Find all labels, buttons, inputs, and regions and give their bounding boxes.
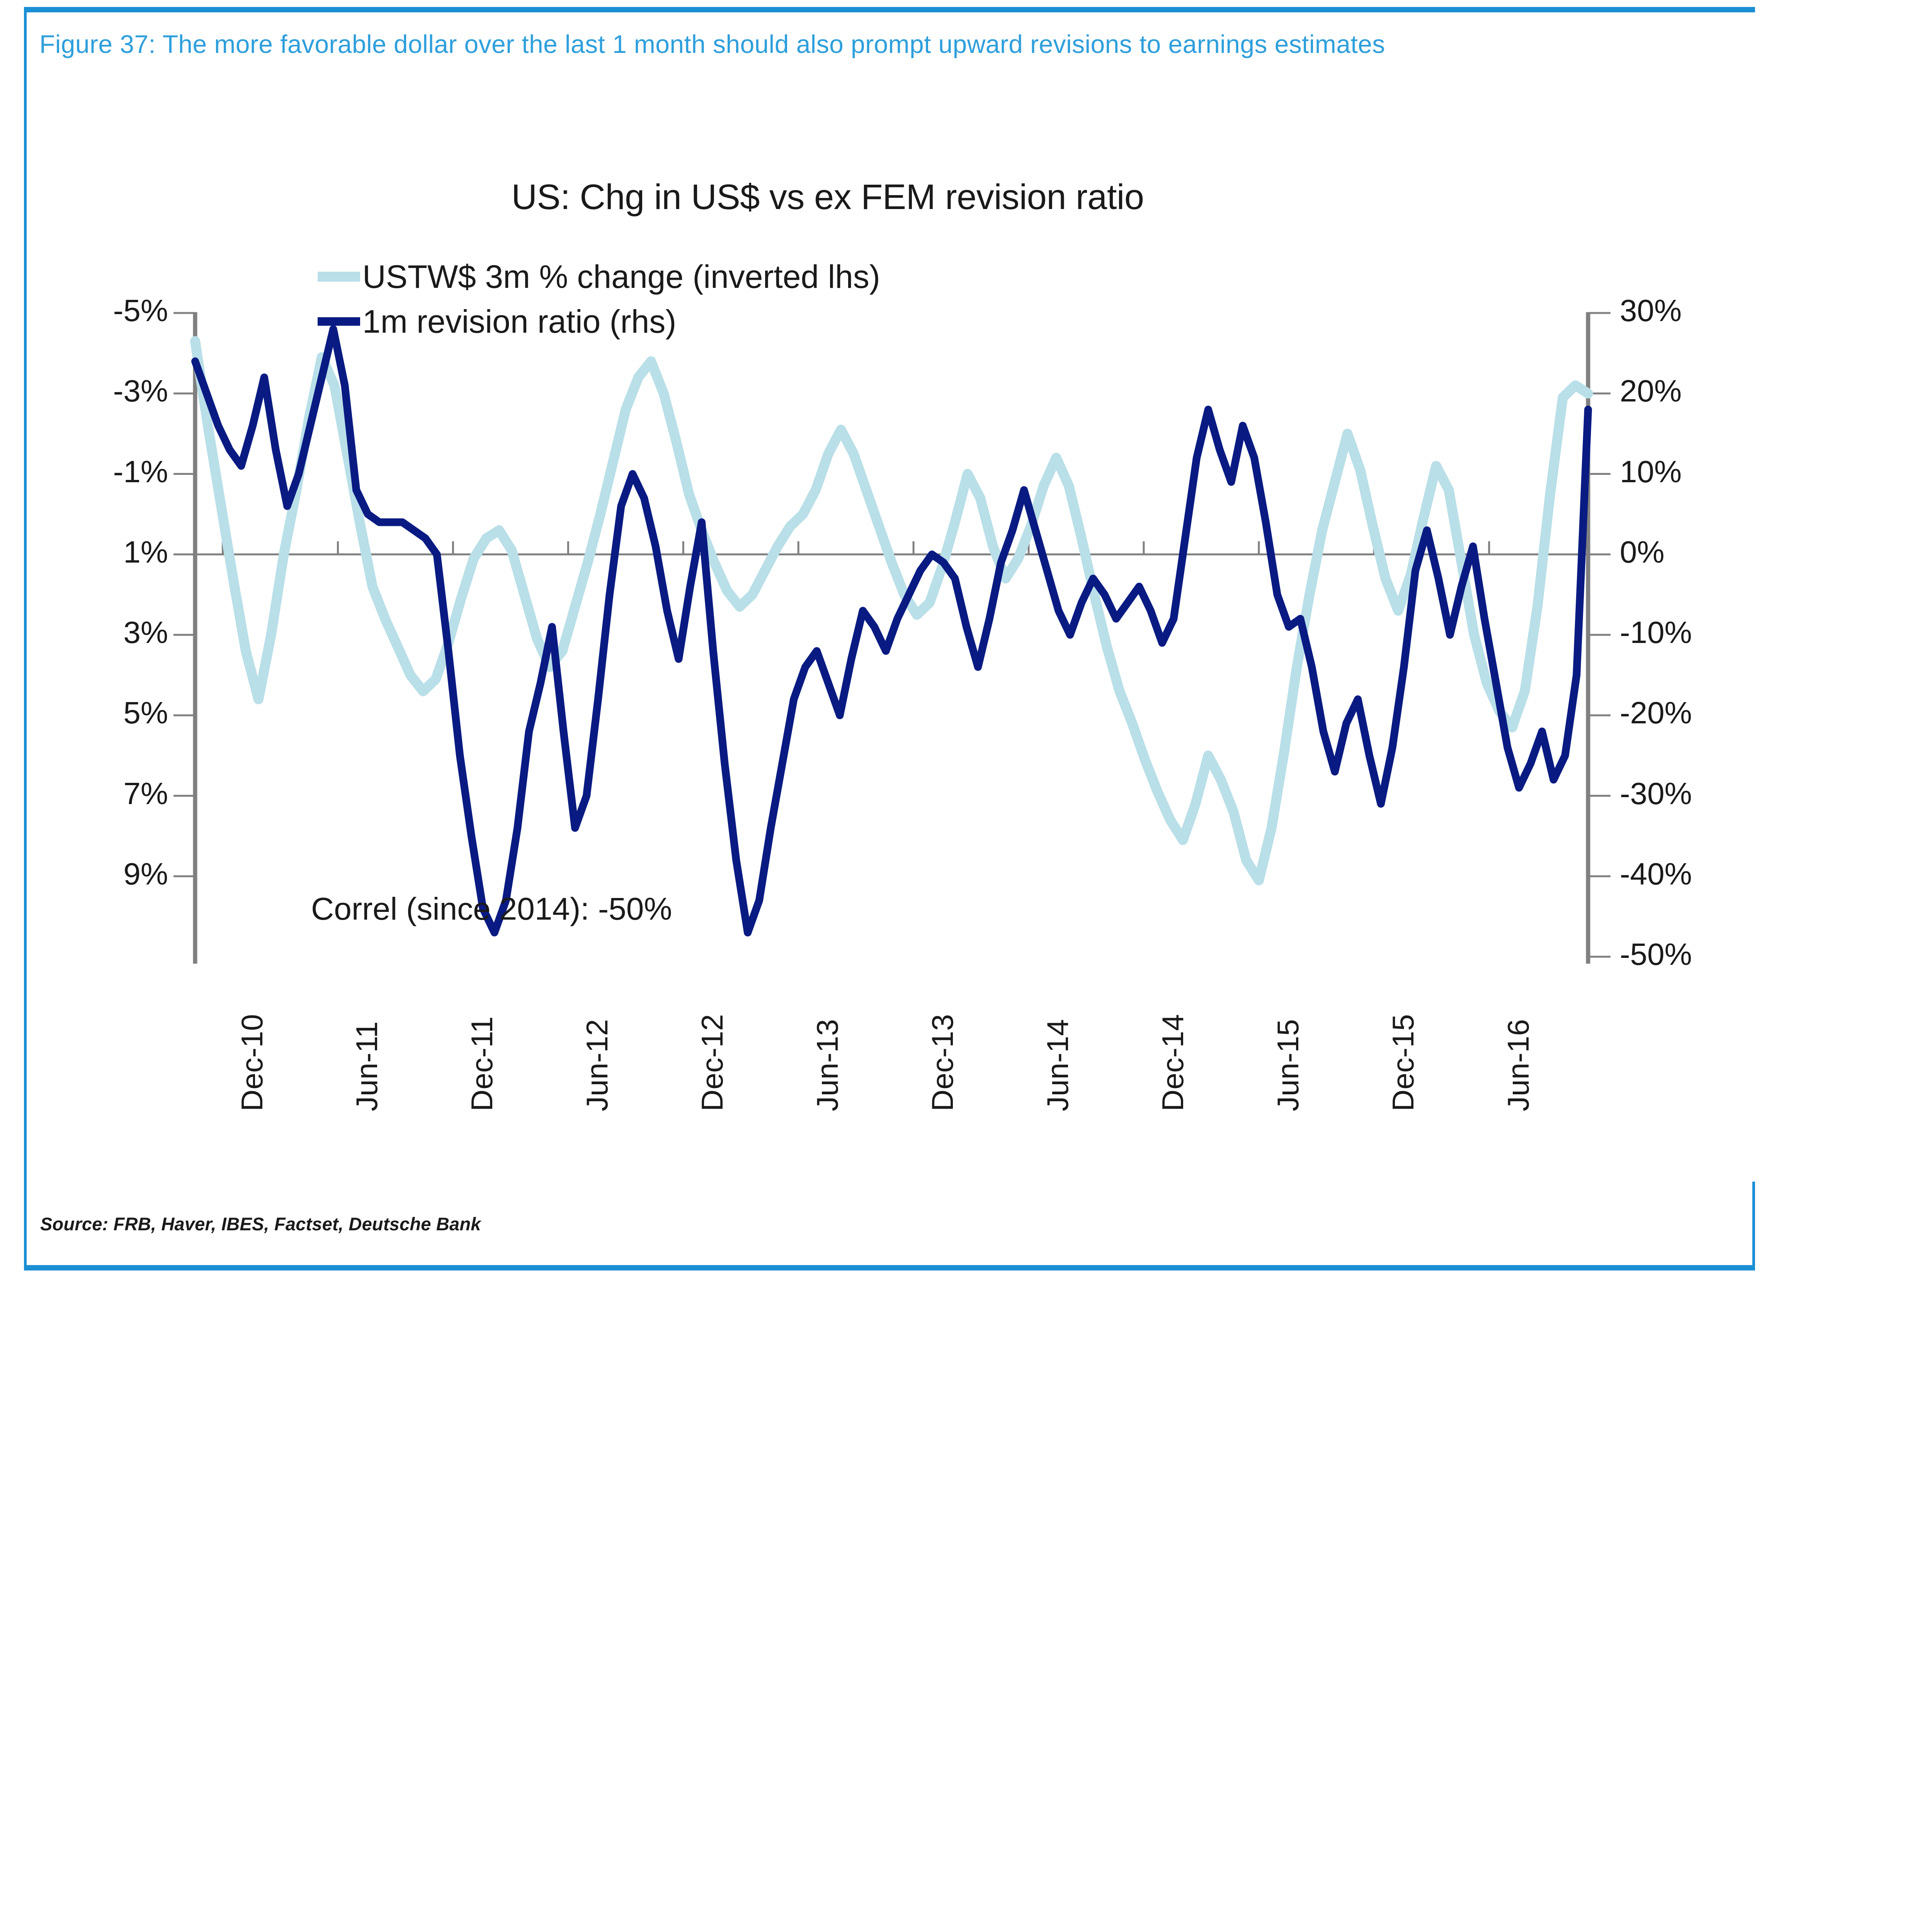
- right-axis-tick-1: 20%: [1620, 374, 1682, 408]
- correlation-annotation: Correl (since 2014): -50%: [311, 891, 672, 927]
- chart-legend: USTW$ 3m % change (inverted lhs) 1m revi…: [318, 254, 880, 344]
- left-axis-tick-7: 9%: [123, 856, 168, 891]
- x-axis-tick-2: Dec-11: [465, 1016, 499, 1111]
- right-axis-tick-5: -20%: [1620, 696, 1692, 730]
- left-axis-tick-1: -3%: [113, 374, 168, 408]
- right-axis-tick-6: -30%: [1620, 776, 1692, 811]
- chart-title: US: Chg in US$ vs ex FEM revision ratio: [511, 177, 1144, 217]
- x-axis-tick-4: Dec-12: [695, 1014, 730, 1111]
- left-axis-tick-0: -5%: [113, 293, 168, 328]
- figure-caption: Figure 37: The more favorable dollar ove…: [39, 30, 1385, 58]
- x-axis-tick-11: Jun-16: [1501, 1019, 1535, 1112]
- right-axis-tick-0: 30%: [1620, 293, 1682, 328]
- figure-right-rule: [1752, 1182, 1755, 1270]
- right-axis-tick-7: -40%: [1620, 856, 1692, 891]
- legend-label-revision: 1m revision ratio (rhs): [362, 303, 677, 340]
- legend-swatch-revision-icon: [318, 317, 360, 326]
- right-axis-tick-3: 0%: [1620, 534, 1665, 569]
- x-axis-tick-8: Dec-14: [1155, 1014, 1190, 1111]
- x-axis-tick-5: Jun-13: [810, 1019, 845, 1112]
- figure-bottom-rule: [24, 1265, 1755, 1270]
- legend-item-ustw: USTW$ 3m % change (inverted lhs): [318, 254, 880, 299]
- x-axis-tick-7: Jun-14: [1041, 1019, 1075, 1112]
- figure-top-rule: [24, 7, 1755, 12]
- left-axis-tick-2: -1%: [113, 454, 168, 489]
- x-axis-tick-1: Jun-11: [350, 1021, 384, 1111]
- legend-item-revision: 1m revision ratio (rhs): [318, 299, 880, 344]
- figure-left-rule: [24, 7, 27, 1270]
- right-axis-tick-2: 10%: [1620, 454, 1682, 489]
- legend-swatch-ustw-icon: [318, 272, 360, 282]
- right-axis-tick-4: -10%: [1620, 615, 1692, 650]
- plot-area: [24, 7, 1755, 1270]
- source-note: Source: FRB, Haver, IBES, Factset, Deuts…: [40, 1214, 481, 1234]
- x-axis-tick-9: Jun-15: [1270, 1019, 1305, 1112]
- x-axis-tick-6: Dec-13: [925, 1014, 960, 1111]
- left-axis-tick-4: 3%: [123, 615, 168, 650]
- left-axis-tick-6: 7%: [123, 776, 168, 811]
- x-axis-tick-0: Dec-10: [235, 1014, 269, 1111]
- chart-canvas: [173, 312, 1611, 964]
- x-axis-tick-3: Jun-12: [580, 1019, 614, 1112]
- figure-container: Figure 37: The more favorable dollar ove…: [24, 7, 1755, 1270]
- left-axis-tick-3: 1%: [123, 534, 168, 569]
- right-axis-tick-8: -50%: [1620, 937, 1692, 971]
- x-axis-tick-10: Dec-15: [1386, 1014, 1420, 1111]
- left-axis-tick-5: 5%: [123, 696, 168, 730]
- legend-label-ustw: USTW$ 3m % change (inverted lhs): [362, 258, 880, 295]
